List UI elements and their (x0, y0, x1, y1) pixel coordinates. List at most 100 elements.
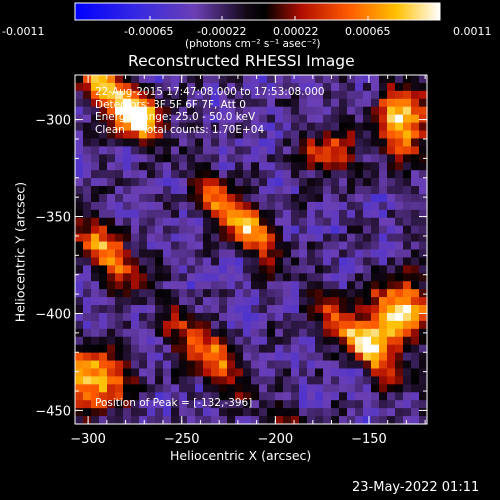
heatmap-cell (155, 82, 164, 92)
heatmap-cell (235, 193, 244, 203)
heatmap-cell (355, 186, 364, 195)
heatmap-cell (331, 408, 340, 417)
heatmap-cell (211, 416, 220, 425)
heatmap-cell (395, 178, 404, 187)
heatmap-cell (299, 384, 308, 393)
heatmap-cell (139, 170, 148, 179)
heatmap-cell (99, 186, 108, 195)
heatmap-cell (243, 138, 252, 147)
heatmap-cell (403, 384, 412, 393)
heatmap-cell (235, 98, 244, 108)
heatmap-cell (195, 336, 204, 346)
heatmap-cell (419, 90, 428, 100)
heatmap-cell (131, 138, 140, 147)
heatmap-cell (211, 178, 220, 187)
heatmap-cell (275, 122, 284, 132)
heatmap-cell (235, 209, 244, 219)
heatmap-cell (251, 360, 260, 370)
heatmap-cell (235, 114, 244, 124)
heatmap-cell (259, 352, 268, 362)
heatmap-cell (195, 225, 204, 235)
heatmap-cell (251, 281, 260, 290)
heatmap-cell (99, 416, 108, 425)
total-counts-text: Total counts: 1.70E+04 (142, 123, 265, 136)
heatmap-cell (123, 344, 132, 354)
heatmap-cell (251, 305, 260, 314)
heatmap-cell (235, 106, 244, 116)
heatmap-cell (251, 328, 260, 338)
heatmap-cell (371, 90, 380, 100)
heatmap-cell (251, 114, 260, 124)
heatmap-cell (387, 408, 396, 417)
heatmap-cell (387, 90, 396, 100)
heatmap-cell (259, 336, 268, 346)
heatmap-cell (163, 201, 172, 211)
heatmap-cell (395, 336, 404, 346)
heatmap-cell (315, 98, 324, 108)
heatmap-cell (355, 376, 364, 385)
heatmap-cell (99, 82, 108, 92)
heatmap-cell (283, 193, 292, 203)
heatmap-cell (267, 162, 276, 171)
heatmap-cell (131, 320, 140, 330)
heatmap-cell (243, 344, 252, 354)
heatmap-cell (419, 170, 428, 179)
heatmap-cell (419, 257, 428, 266)
heatmap-cell (243, 408, 252, 417)
heatmap-cell (83, 146, 92, 155)
heatmap-cell (235, 312, 244, 322)
heatmap-cell (227, 193, 236, 203)
heatmap-cell (91, 106, 100, 116)
heatmap-cell (123, 312, 132, 322)
heatmap-cell (155, 265, 164, 274)
heatmap-cell (259, 201, 268, 211)
heatmap-cell (227, 122, 236, 132)
heatmap-cell (219, 241, 228, 251)
heatmap-cell (75, 90, 84, 100)
heatmap-cell (363, 82, 372, 92)
heatmap-cell (347, 130, 356, 140)
heatmap-cell (123, 233, 132, 243)
heatmap-cell (131, 82, 140, 92)
heatmap-cell (227, 138, 236, 147)
heatmap-cell (195, 368, 204, 378)
heatmap-cell (411, 106, 420, 116)
heatmap-cell (195, 82, 204, 92)
heatmap-cell (171, 312, 180, 322)
heatmap-cell (355, 408, 364, 417)
heatmap-cell (83, 344, 92, 354)
heatmap-cell (107, 392, 116, 401)
heatmap-cell (107, 217, 116, 227)
heatmap-cell (267, 344, 276, 354)
heatmap-cell (347, 233, 356, 243)
heatmap-cell (203, 209, 212, 219)
heatmap-cell (123, 400, 132, 409)
x-tick-label: −250 (164, 432, 200, 447)
heatmap-cell (307, 75, 316, 84)
heatmap-cell (323, 376, 332, 385)
heatmap-cell (139, 281, 148, 290)
heatmap-cell (403, 154, 412, 163)
heatmap-cell (355, 130, 364, 140)
heatmap-cell (123, 281, 132, 290)
heatmap-cell (347, 281, 356, 290)
heatmap-cell (83, 305, 92, 314)
heatmap-cell (299, 225, 308, 235)
heatmap-cell (275, 75, 284, 84)
heatmap-cell (419, 233, 428, 243)
heatmap-cell (315, 368, 324, 378)
heatmap-cell (339, 90, 348, 100)
heatmap-cell (371, 130, 380, 140)
heatmap-cell (163, 106, 172, 116)
heatmap-cell (91, 249, 100, 259)
heatmap-cell (187, 273, 196, 282)
heatmap-cell (115, 138, 124, 147)
heatmap-cell (115, 75, 124, 84)
heatmap-cell (355, 114, 364, 124)
heatmap-cell (123, 320, 132, 330)
heatmap-cell (99, 106, 108, 116)
heatmap-cell (147, 162, 156, 171)
heatmap-cell (267, 336, 276, 346)
heatmap-cell (171, 75, 180, 84)
heatmap-cell (83, 209, 92, 219)
